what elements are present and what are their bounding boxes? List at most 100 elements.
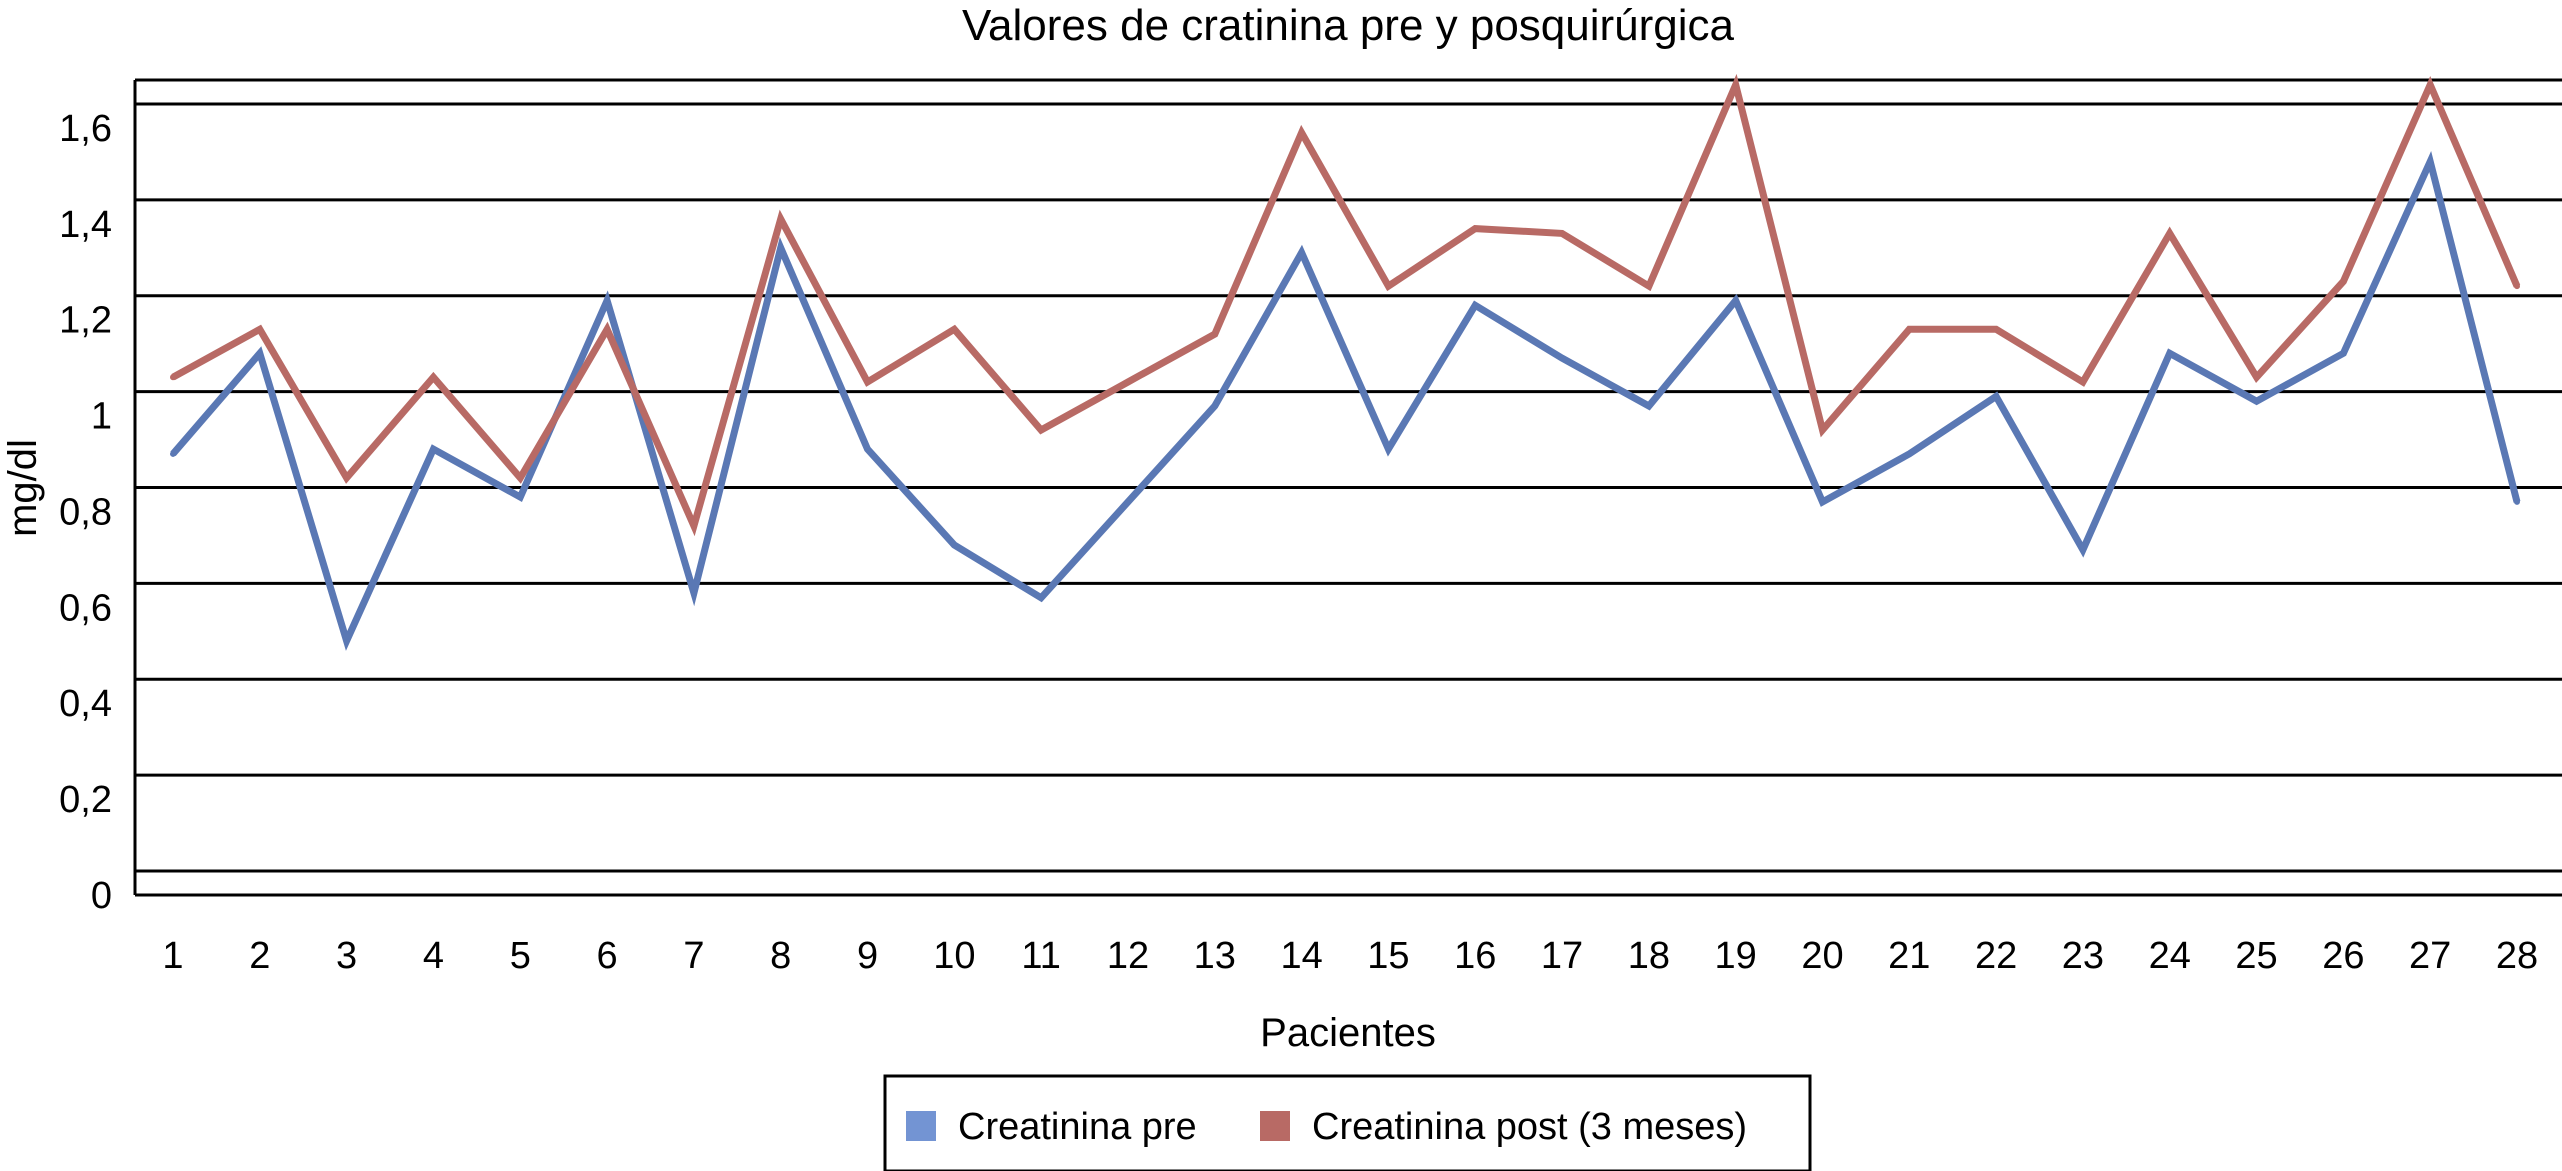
x-tick-label: 23 xyxy=(2062,935,2104,977)
x-tick-label: 25 xyxy=(2235,935,2277,977)
data-point xyxy=(2427,158,2434,165)
data-point xyxy=(1298,129,1305,136)
x-tick-label: 5 xyxy=(510,935,531,977)
data-point xyxy=(1906,450,1913,457)
y-tick-label: 1,2 xyxy=(59,300,112,342)
data-point xyxy=(1819,426,1826,433)
data-point xyxy=(777,244,784,251)
y-tick-label: 0,2 xyxy=(59,779,112,821)
grid-lines xyxy=(135,78,2562,873)
data-point xyxy=(1732,297,1739,304)
data-point xyxy=(1645,403,1652,409)
data-point xyxy=(864,379,871,386)
y-tick-label: 0,8 xyxy=(59,491,112,533)
data-point xyxy=(517,494,524,501)
legend: Creatinina pre Creatinina post (3 meses) xyxy=(883,1074,1812,1171)
data-point xyxy=(864,446,871,453)
x-tick-label: 24 xyxy=(2149,935,2191,977)
data-point xyxy=(1819,498,1826,505)
data-point xyxy=(1472,302,1479,309)
x-tick-label: 14 xyxy=(1280,935,1322,977)
x-tick-label: 8 xyxy=(770,935,791,977)
data-point xyxy=(1906,326,1913,333)
data-point xyxy=(2427,81,2434,88)
data-point xyxy=(1298,249,1305,256)
data-point xyxy=(690,522,697,529)
data-point xyxy=(1124,379,1131,386)
data-point xyxy=(2079,546,2086,553)
data-point xyxy=(1993,393,2000,400)
series-lines xyxy=(170,73,2521,651)
y-tick-labels: 0 0,2 0,4 0,6 0,8 1 1,2 1,4 1,6 xyxy=(59,108,112,917)
data-point xyxy=(604,297,611,304)
data-point xyxy=(604,326,611,333)
x-tick-label: 10 xyxy=(933,935,975,977)
data-point xyxy=(1038,426,1045,433)
y-tick-label: 1 xyxy=(91,396,112,438)
x-tick-label: 9 xyxy=(857,935,878,977)
x-tick-label: 26 xyxy=(2322,935,2364,977)
x-tick-label: 16 xyxy=(1454,935,1496,977)
y-tick-label: 0,4 xyxy=(59,683,112,725)
x-tick-label: 13 xyxy=(1194,935,1236,977)
data-point xyxy=(2340,278,2347,285)
axes xyxy=(133,80,2562,897)
data-point xyxy=(2340,350,2347,357)
x-tick-label: 4 xyxy=(423,935,444,977)
data-point xyxy=(1385,283,1392,290)
x-tick-label: 17 xyxy=(1541,935,1583,977)
x-tick-label: 20 xyxy=(1801,935,1843,977)
y-axis-label: mg/dl xyxy=(1,439,45,537)
x-tick-labels: 1 2 3 4 5 6 7 8 9 10 11 12 13 14 15 16 17 18 19 20 21 22 23 24 2… xyxy=(162,935,2538,977)
data-point xyxy=(2253,398,2260,405)
data-point xyxy=(1124,498,1131,505)
data-point xyxy=(2514,498,2520,505)
legend-swatch-creatinina-pre xyxy=(906,1111,936,1141)
y-tick-label: 1,4 xyxy=(59,204,112,246)
x-tick-label: 12 xyxy=(1107,935,1149,977)
series-line-creatinina-post xyxy=(171,73,2521,537)
data-point xyxy=(951,542,958,549)
x-tick-label: 22 xyxy=(1975,935,2017,977)
data-point xyxy=(1211,331,1218,338)
data-point xyxy=(2253,374,2260,381)
data-point xyxy=(343,637,350,644)
data-point xyxy=(951,326,958,333)
data-point xyxy=(2166,350,2173,357)
data-point xyxy=(1993,326,2000,333)
data-point xyxy=(256,350,263,357)
y-tick-label: 1,6 xyxy=(59,108,112,150)
x-tick-label: 1 xyxy=(162,935,183,977)
data-point xyxy=(430,374,437,381)
x-tick-label: 21 xyxy=(1888,935,1930,977)
data-point xyxy=(1732,81,1739,88)
data-point xyxy=(690,589,697,596)
legend-swatch-creatinina-post xyxy=(1260,1111,1290,1141)
data-point xyxy=(517,474,524,481)
y-tick-label: 0 xyxy=(91,875,112,917)
series-line-creatinina-pre xyxy=(170,150,2521,651)
x-tick-label: 27 xyxy=(2409,935,2451,977)
legend-box xyxy=(883,1074,1812,1171)
data-point xyxy=(1211,403,1218,409)
data-point xyxy=(170,374,176,381)
data-point xyxy=(2079,379,2086,386)
data-point xyxy=(1472,225,1479,232)
data-point xyxy=(430,446,437,453)
legend-label-creatinina-pre: Creatinina pre xyxy=(958,1106,1197,1148)
data-point xyxy=(2166,230,2173,237)
data-point xyxy=(2514,283,2520,290)
data-point xyxy=(170,450,176,457)
x-tick-label: 11 xyxy=(1021,935,1060,977)
x-tick-label: 2 xyxy=(249,935,270,977)
x-tick-label: 7 xyxy=(683,935,704,977)
chart-title: Valores de cratinina pre y posquirúrgica xyxy=(962,1,1735,50)
data-point xyxy=(1385,446,1392,453)
x-tick-label: 18 xyxy=(1628,935,1670,977)
x-tick-label: 3 xyxy=(336,935,357,977)
legend-label-creatinina-post: Creatinina post (3 meses) xyxy=(1312,1106,1747,1148)
x-tick-label: 28 xyxy=(2496,935,2538,977)
x-tick-label: 15 xyxy=(1367,935,1409,977)
